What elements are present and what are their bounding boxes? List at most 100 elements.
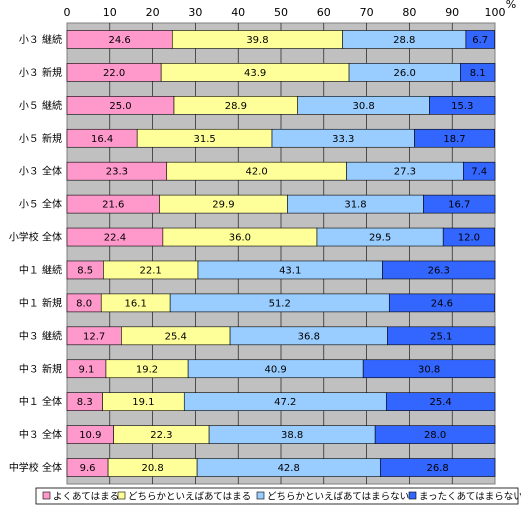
legend-swatch xyxy=(42,491,51,500)
data-label: 16.1 xyxy=(125,298,147,309)
data-label: 9.1 xyxy=(79,364,95,375)
data-label: 28.0 xyxy=(424,430,446,441)
data-label: 30.8 xyxy=(352,101,374,112)
bar-segment xyxy=(465,30,495,49)
data-label: 47.2 xyxy=(274,397,296,408)
data-label: 23.3 xyxy=(106,167,128,178)
data-label: 24.6 xyxy=(109,35,131,46)
bar-segment xyxy=(374,425,496,444)
data-label: 12.7 xyxy=(83,331,105,342)
bar-segment xyxy=(414,128,495,148)
legend-label: よくあてはまる xyxy=(53,492,119,503)
data-label: 9.6 xyxy=(80,463,96,474)
legend-swatch xyxy=(256,491,265,500)
data-label: 19.2 xyxy=(136,364,158,375)
x-tick-label: 30 xyxy=(188,6,202,19)
data-label: 42.0 xyxy=(245,167,267,178)
data-label: 6.7 xyxy=(472,35,488,46)
data-label: 21.6 xyxy=(102,200,124,211)
category-label: 中３ 新規 xyxy=(19,362,62,375)
data-label: 26.8 xyxy=(427,463,449,474)
category-label: 中３ 全体 xyxy=(19,428,62,441)
x-tick-label: 70 xyxy=(360,6,374,19)
category-label: 小５ 全体 xyxy=(19,198,62,211)
bar-segment xyxy=(385,392,496,411)
category-label: 小５ 新規 xyxy=(19,132,62,145)
bar-segment xyxy=(463,161,496,181)
x-tick-label: 20 xyxy=(146,6,160,19)
data-label: 36.8 xyxy=(298,331,320,342)
data-label: 43.9 xyxy=(244,68,266,79)
bar-segment xyxy=(382,260,496,280)
data-label: 22.3 xyxy=(150,430,172,441)
x-tick-label: 10 xyxy=(103,6,117,19)
data-label: 42.8 xyxy=(278,463,300,474)
unit-label: % xyxy=(506,0,516,11)
x-tick-label: 90 xyxy=(445,6,459,19)
x-tick-label: 50 xyxy=(274,6,288,19)
data-label: 8.5 xyxy=(77,265,93,276)
data-label: 27.3 xyxy=(394,167,416,178)
legend-label: どちらかといえばあてはまる xyxy=(128,492,251,503)
data-label: 8.1 xyxy=(470,68,486,79)
legend-box xyxy=(35,487,519,505)
data-label: 33.3 xyxy=(332,134,354,145)
data-label: 40.9 xyxy=(265,364,287,375)
data-label: 26.0 xyxy=(394,68,416,79)
category-label: 小学校 全体 xyxy=(9,231,62,244)
data-label: 22.1 xyxy=(140,265,162,276)
bar-segment xyxy=(388,293,495,313)
data-label: 36.0 xyxy=(229,233,251,244)
x-tick-label: 100 xyxy=(485,6,506,19)
bar-segment xyxy=(442,227,495,247)
bar-segment xyxy=(379,458,496,477)
category-label: 中３ 継続 xyxy=(19,329,62,342)
data-label: 7.4 xyxy=(471,167,487,178)
data-label: 43.1 xyxy=(279,265,301,276)
data-label: 31.5 xyxy=(193,134,215,145)
data-label: 10.9 xyxy=(79,430,101,441)
data-label: 51.2 xyxy=(269,298,291,309)
category-label: 中学校 全体 xyxy=(9,461,62,474)
data-label: 25.4 xyxy=(165,331,187,342)
category-label: 小３ 新規 xyxy=(19,66,62,79)
bar-segment xyxy=(460,63,496,82)
x-tick-label: 0 xyxy=(64,6,71,19)
x-tick-label: 80 xyxy=(402,6,416,19)
legend-swatch xyxy=(408,491,417,500)
data-label: 28.8 xyxy=(393,35,415,46)
data-label: 15.3 xyxy=(451,101,473,112)
data-label: 25.1 xyxy=(430,331,452,342)
category-label: 中１ 新規 xyxy=(19,296,62,309)
data-label: 39.8 xyxy=(246,35,268,46)
data-label: 8.3 xyxy=(77,397,93,408)
data-label: 24.6 xyxy=(431,298,453,309)
bar-segment xyxy=(362,359,496,379)
data-label: 30.8 xyxy=(418,364,440,375)
x-tick-label: 60 xyxy=(317,6,331,19)
data-label: 16.7 xyxy=(448,200,470,211)
category-label: 中１ 継続 xyxy=(19,263,62,276)
data-label: 22.0 xyxy=(103,68,125,79)
data-label: 22.4 xyxy=(104,233,126,244)
data-label: 29.5 xyxy=(369,233,391,244)
data-label: 12.0 xyxy=(458,233,480,244)
data-label: 28.9 xyxy=(225,101,247,112)
bar-segment xyxy=(387,326,496,346)
data-label: 25.4 xyxy=(430,397,452,408)
data-label: 19.1 xyxy=(132,397,154,408)
category-label: 小３ 継続 xyxy=(19,33,62,46)
category-label: 小５ 継続 xyxy=(19,99,62,112)
legend-label: まったくあてはまらない xyxy=(419,492,521,503)
legend-swatch xyxy=(117,491,126,500)
legend-label: どちらかといえばあてはまらない xyxy=(267,492,409,503)
data-label: 8.0 xyxy=(76,298,92,309)
data-label: 31.8 xyxy=(344,200,366,211)
category-label: 中１ 全体 xyxy=(19,395,62,408)
data-label: 29.9 xyxy=(212,200,234,211)
data-label: 18.7 xyxy=(443,134,465,145)
bar-segment xyxy=(429,96,496,115)
category-label: 小３ 全体 xyxy=(19,165,62,178)
data-label: 38.8 xyxy=(281,430,303,441)
